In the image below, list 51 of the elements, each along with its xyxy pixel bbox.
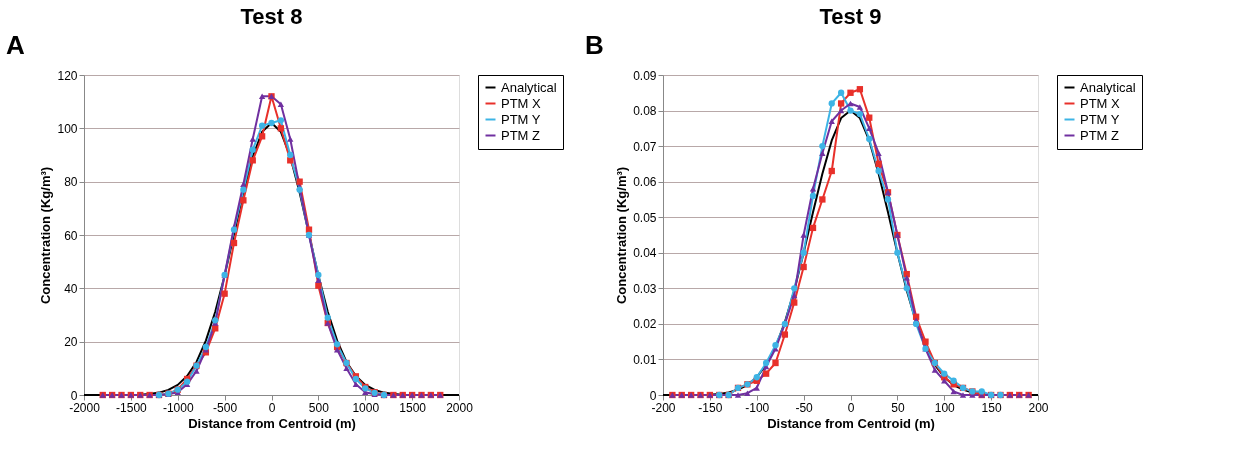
chart-title: Test 9 [819,4,882,29]
x-tick-label: -150 [698,400,723,415]
legend-label: PTM X [501,95,542,111]
y-tick-label: 0.05 [633,210,657,225]
y-tick-label: 0.06 [633,175,657,190]
x-tick-label: -1000 [162,400,194,415]
y-tick-label: 0.01 [633,352,657,367]
text: B [585,30,604,60]
y-tick-label: 100 [57,121,78,136]
y-tick-label: 0 [70,388,78,403]
legend-label: PTM Y [501,111,541,127]
y-tick-label: 0.07 [633,139,657,154]
x-tick-label: -50 [795,400,814,415]
x-tick-label: 150 [981,400,1002,415]
x-tick-label: 500 [308,400,330,415]
y-tick-label: 0.03 [633,281,657,296]
y-axis-title: Concentration (Kg/m³) [614,166,630,305]
x-tick-label: 0 [268,400,276,415]
y-tick-label: 0 [649,388,657,403]
x-tick-label: 1000 [352,400,380,415]
y-tick-label: 0.02 [633,317,657,332]
legend-label: PTM Z [501,127,541,143]
legend-label: Analytical [501,79,557,95]
legend-label: PTM X [1080,95,1121,111]
x-tick-label: -200 [651,400,676,415]
x-tick-label: 1500 [399,400,427,415]
legend-label: PTM Y [1080,111,1120,127]
x-tick-label: 100 [934,400,956,415]
y-axis-title: Concentration (Kg/m³) [38,166,54,305]
x-tick-label: 2000 [446,400,474,415]
legend-label: Analytical [1080,79,1136,95]
y-tick-label: 60 [64,228,78,243]
y-tick-label: 0.09 [633,68,657,83]
chart-title: Test 8 [240,4,303,29]
y-tick-label: 0.08 [633,104,657,119]
x-tick-label: -100 [745,400,770,415]
x-tick-label: -1500 [116,400,148,415]
y-tick-label: 40 [64,281,78,296]
y-tick-label: 0.04 [633,246,657,261]
x-tick-label: 50 [891,400,905,415]
x-axis-title: Distance from Centroid (m) [188,415,356,431]
x-tick-label: 0 [847,400,855,415]
legend-label: PTM Z [1080,127,1120,143]
y-tick-label: 80 [64,175,78,190]
y-tick-label: 20 [64,335,78,350]
x-tick-label: 200 [1028,400,1049,415]
text: A [6,30,25,60]
y-tick-label: 120 [57,68,78,83]
x-tick-label: -500 [213,400,238,415]
x-axis-title: Distance from Centroid (m) [767,415,935,431]
x-tick-label: -2000 [69,400,101,415]
